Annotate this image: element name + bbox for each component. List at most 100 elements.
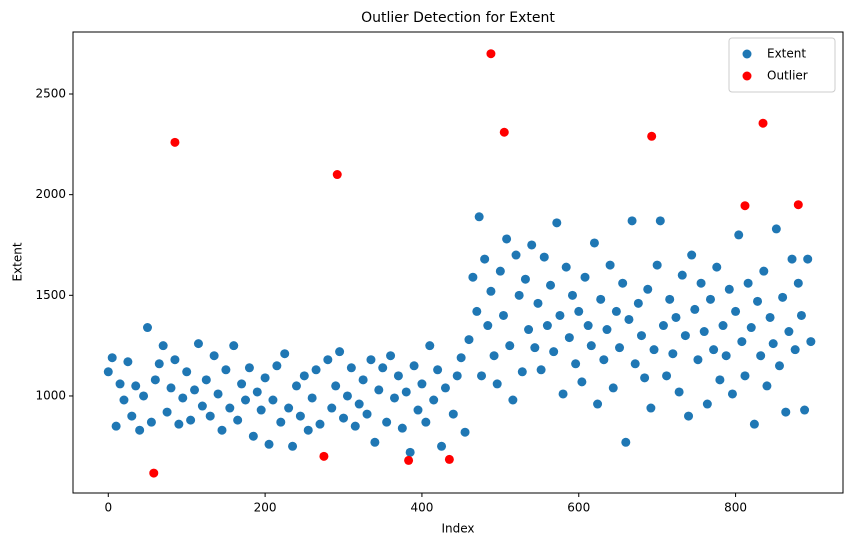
point — [680, 331, 690, 341]
point — [264, 439, 274, 449]
point — [429, 395, 439, 405]
point — [542, 321, 552, 331]
point — [749, 419, 759, 429]
point — [307, 393, 317, 403]
point — [558, 389, 568, 399]
point — [417, 379, 427, 389]
point — [724, 284, 734, 294]
point — [561, 262, 571, 272]
point — [323, 355, 333, 365]
point — [335, 347, 345, 357]
point — [709, 345, 719, 355]
point — [413, 405, 423, 415]
x-tick-label: 400 — [410, 501, 433, 515]
point — [127, 411, 137, 421]
point — [327, 403, 337, 413]
point — [389, 393, 399, 403]
point — [655, 216, 665, 226]
point — [284, 403, 294, 413]
point — [533, 298, 543, 308]
point — [252, 387, 262, 397]
point — [524, 325, 534, 335]
point — [743, 278, 753, 288]
point — [765, 312, 775, 322]
point — [549, 347, 559, 357]
point — [332, 170, 342, 180]
point — [564, 333, 574, 343]
point — [593, 399, 603, 409]
point — [440, 383, 450, 393]
point — [158, 341, 168, 351]
y-axis-label: Extent — [11, 242, 25, 281]
point — [272, 361, 282, 371]
point — [630, 359, 640, 369]
point — [774, 361, 784, 371]
point — [448, 409, 458, 419]
point — [139, 391, 149, 401]
point — [715, 375, 725, 385]
point — [229, 341, 239, 351]
point — [370, 437, 380, 447]
point — [358, 375, 368, 385]
point — [149, 468, 159, 478]
point — [624, 314, 634, 324]
point — [800, 405, 810, 415]
point — [331, 381, 341, 391]
point — [397, 423, 407, 433]
point — [502, 234, 512, 244]
point — [702, 399, 712, 409]
point — [727, 389, 737, 399]
point — [520, 274, 530, 284]
chart-title: Outlier Detection for Extent — [361, 10, 555, 26]
point — [674, 387, 684, 397]
point — [460, 427, 470, 437]
point — [350, 421, 360, 431]
point — [142, 323, 152, 333]
point — [489, 351, 499, 361]
point — [771, 224, 781, 234]
point — [633, 298, 643, 308]
point — [665, 294, 675, 304]
point — [677, 270, 687, 280]
point — [684, 411, 694, 421]
point — [784, 327, 794, 337]
point — [393, 371, 403, 381]
point — [627, 216, 637, 226]
point — [712, 262, 722, 272]
point — [131, 381, 141, 391]
point — [409, 361, 419, 371]
point — [339, 413, 349, 423]
point — [636, 331, 646, 341]
point — [366, 355, 376, 365]
point — [483, 321, 493, 331]
point — [401, 387, 411, 397]
y-tick-label: 2000 — [35, 187, 66, 201]
point — [508, 395, 518, 405]
point — [209, 351, 219, 361]
point — [421, 417, 431, 427]
point — [233, 415, 243, 425]
point — [552, 218, 562, 228]
point — [690, 304, 700, 314]
point — [123, 357, 133, 367]
point — [319, 451, 329, 461]
point — [599, 355, 609, 365]
point — [806, 337, 816, 347]
x-tick-label: 600 — [567, 501, 590, 515]
point — [647, 131, 657, 141]
point — [248, 431, 258, 441]
point — [740, 371, 750, 381]
point — [705, 294, 715, 304]
point — [150, 375, 160, 385]
point — [546, 280, 556, 290]
point — [201, 375, 211, 385]
point — [346, 363, 356, 373]
point — [166, 383, 176, 393]
point — [256, 405, 266, 415]
point — [577, 377, 587, 387]
point — [787, 254, 797, 264]
point — [425, 341, 435, 351]
point — [244, 363, 254, 373]
